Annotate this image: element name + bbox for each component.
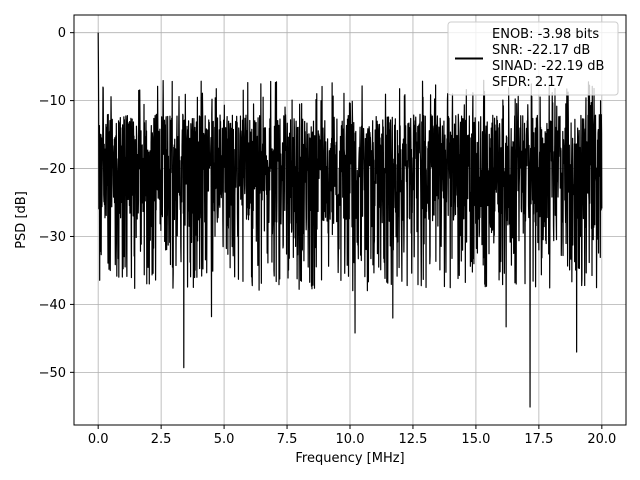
y-tick-label: 0 [58, 26, 66, 41]
legend-box [447, 21, 619, 96]
psd-series [97, 32, 603, 408]
legend-sinad: SINAD: -22.19 dB [492, 59, 604, 74]
legend-enob: ENOB: -3.98 bits [492, 27, 599, 42]
x-tick-label: 0.0 [88, 432, 109, 447]
x-tick-label: 7.5 [277, 432, 298, 447]
x-tick-label: 17.5 [524, 432, 553, 447]
x-tick-label: 2.5 [151, 432, 172, 447]
y-tick-label: −20 [39, 162, 66, 177]
y-tick-label: −40 [39, 298, 66, 313]
psd-line [97, 32, 603, 408]
x-tick-label: 10.0 [336, 432, 365, 447]
x-axis: 0.0 2.5 5.0 7.5 10.0 12.5 15.0 17.5 20.0 [88, 425, 616, 447]
y-tick-label: −30 [39, 230, 66, 245]
x-axis-label: Frequency [MHz] [295, 451, 404, 466]
y-tick-label: −50 [39, 366, 66, 381]
x-tick-label: 15.0 [461, 432, 490, 447]
y-axis: 0 −10 −20 −30 −40 −50 [39, 26, 74, 381]
legend: ENOB: -3.98 bits SNR: -22.17 dB SINAD: -… [447, 21, 619, 96]
legend-sfdr: SFDR: 2.17 [492, 75, 564, 90]
x-tick-label: 12.5 [398, 432, 427, 447]
x-tick-label: 20.0 [587, 432, 616, 447]
x-tick-label: 5.0 [214, 432, 235, 447]
legend-snr: SNR: -22.17 dB [492, 43, 590, 58]
y-tick-label: −10 [39, 94, 66, 109]
y-axis-label: PSD [dB] [14, 191, 29, 249]
